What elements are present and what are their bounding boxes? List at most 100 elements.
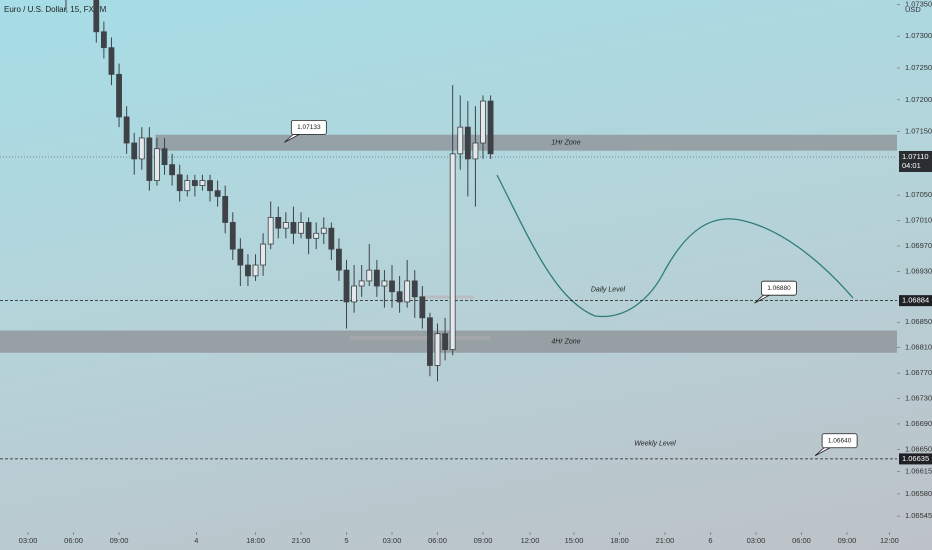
candle-body — [381, 280, 388, 287]
candle-body — [123, 116, 130, 144]
y-tick-label: 1.07150 — [905, 127, 932, 136]
x-tick-label: 15:00 — [565, 536, 584, 545]
candle-body — [245, 264, 251, 277]
y-tick-label: 1.06650 — [905, 444, 932, 453]
candle-body — [154, 148, 160, 181]
x-tick-label: 03:00 — [747, 536, 766, 545]
x-tick-label: 18:00 — [246, 536, 265, 545]
candle-body — [373, 269, 380, 287]
range-box — [350, 336, 490, 340]
y-tick-label: 1.06580 — [905, 489, 932, 498]
price-tag-label: 1.06635 — [902, 454, 929, 463]
candle-body — [313, 232, 320, 239]
candle-body — [214, 190, 221, 197]
zone-band — [0, 330, 897, 353]
candle-body — [328, 227, 335, 250]
candle-body — [351, 285, 357, 303]
x-tick-label: 09:00 — [838, 536, 857, 545]
y-tick-label: 1.06545 — [905, 511, 932, 520]
candle-body — [480, 100, 486, 144]
candle-body — [396, 291, 403, 303]
candle-body — [267, 216, 274, 245]
x-tick-label: 06:00 — [64, 536, 83, 545]
chart-title: Euro / U.S. Dollar, 15, FXCM — [4, 5, 107, 14]
y-tick-label: 1.07300 — [905, 31, 932, 40]
candle-body — [161, 148, 168, 166]
x-tick-label: 09:00 — [110, 536, 129, 545]
y-tick-label: 1.07350 — [905, 0, 932, 8]
y-tick-label: 1.07200 — [905, 95, 932, 104]
x-tick-label: 5 — [344, 536, 348, 545]
callout-pointer — [754, 294, 770, 304]
callout-label: 1.07133 — [297, 124, 321, 131]
x-tick-label: 03:00 — [383, 536, 402, 545]
candle-body — [184, 180, 191, 192]
y-tick-label: 1.06930 — [905, 266, 932, 275]
last-price-label: 1.07110 — [902, 152, 929, 161]
countdown-label: 04:01 — [902, 161, 921, 170]
candle-body — [457, 126, 464, 155]
candle-body — [207, 180, 213, 192]
x-tick-label: 6 — [708, 536, 712, 545]
y-tick-label: 1.06615 — [905, 467, 932, 476]
candle-body — [472, 142, 479, 160]
candle-body — [252, 264, 259, 277]
callout-pointer — [814, 447, 831, 457]
projection-curve — [496, 174, 854, 318]
candle-body — [93, 0, 100, 33]
x-tick-label: 18:00 — [610, 536, 629, 545]
price-tag — [899, 295, 932, 307]
last-price-tag — [899, 150, 932, 172]
y-tick-label: 1.06970 — [905, 241, 932, 250]
candle-body — [427, 317, 433, 366]
candle-body — [260, 243, 267, 266]
callout-label: 1.06880 — [767, 285, 791, 292]
candle-body — [305, 222, 312, 239]
y-tick-label: 1.06770 — [905, 368, 932, 377]
candle-body — [100, 31, 107, 49]
callout-box — [821, 433, 858, 449]
candle-body — [131, 142, 138, 160]
candle-body — [434, 333, 441, 366]
candle-body — [176, 174, 183, 192]
y-tick-label: 1.06690 — [905, 419, 932, 428]
x-tick-label: 06:00 — [792, 536, 811, 545]
x-tick-label: 12:00 — [880, 536, 899, 545]
x-tick-label: 03:00 — [19, 536, 38, 545]
callout-box — [761, 280, 797, 296]
candle-body — [138, 137, 145, 160]
candle-body — [116, 73, 122, 118]
candle-body — [487, 100, 494, 155]
zone-band — [155, 134, 897, 151]
zone-label: 4Hr Zone — [551, 338, 580, 345]
y-tick-label: 1.07010 — [905, 216, 932, 225]
candle-body — [222, 196, 229, 223]
x-tick-label: 09:00 — [474, 536, 493, 545]
candle-body — [336, 248, 342, 271]
candle-body — [282, 222, 289, 229]
candle-body — [389, 280, 395, 293]
candle-body — [442, 333, 448, 350]
candle-body — [449, 153, 456, 350]
candle-body — [343, 269, 350, 303]
zone-label: 1Hr Zone — [551, 140, 580, 147]
range-box — [420, 295, 474, 299]
y-tick-label: 1.06730 — [905, 394, 932, 403]
y-tick-label: 1.06810 — [905, 343, 932, 352]
price-tag — [899, 453, 932, 465]
candle-body — [108, 47, 115, 75]
candle-body — [298, 222, 304, 234]
callout-label: 1.06640 — [828, 437, 852, 444]
level-label: Daily Level — [591, 286, 626, 293]
candle-body — [411, 280, 418, 298]
x-tick-label: 12:00 — [521, 536, 540, 545]
candle-body — [169, 164, 176, 176]
candle-body — [146, 137, 153, 181]
x-tick-label: 21:00 — [292, 536, 311, 545]
y-tick-label: 1.06850 — [905, 317, 932, 326]
candle-body — [237, 248, 244, 266]
candle-body — [366, 269, 373, 282]
candle-body — [275, 216, 282, 229]
candle-body — [464, 126, 471, 160]
candle-body — [320, 227, 327, 234]
